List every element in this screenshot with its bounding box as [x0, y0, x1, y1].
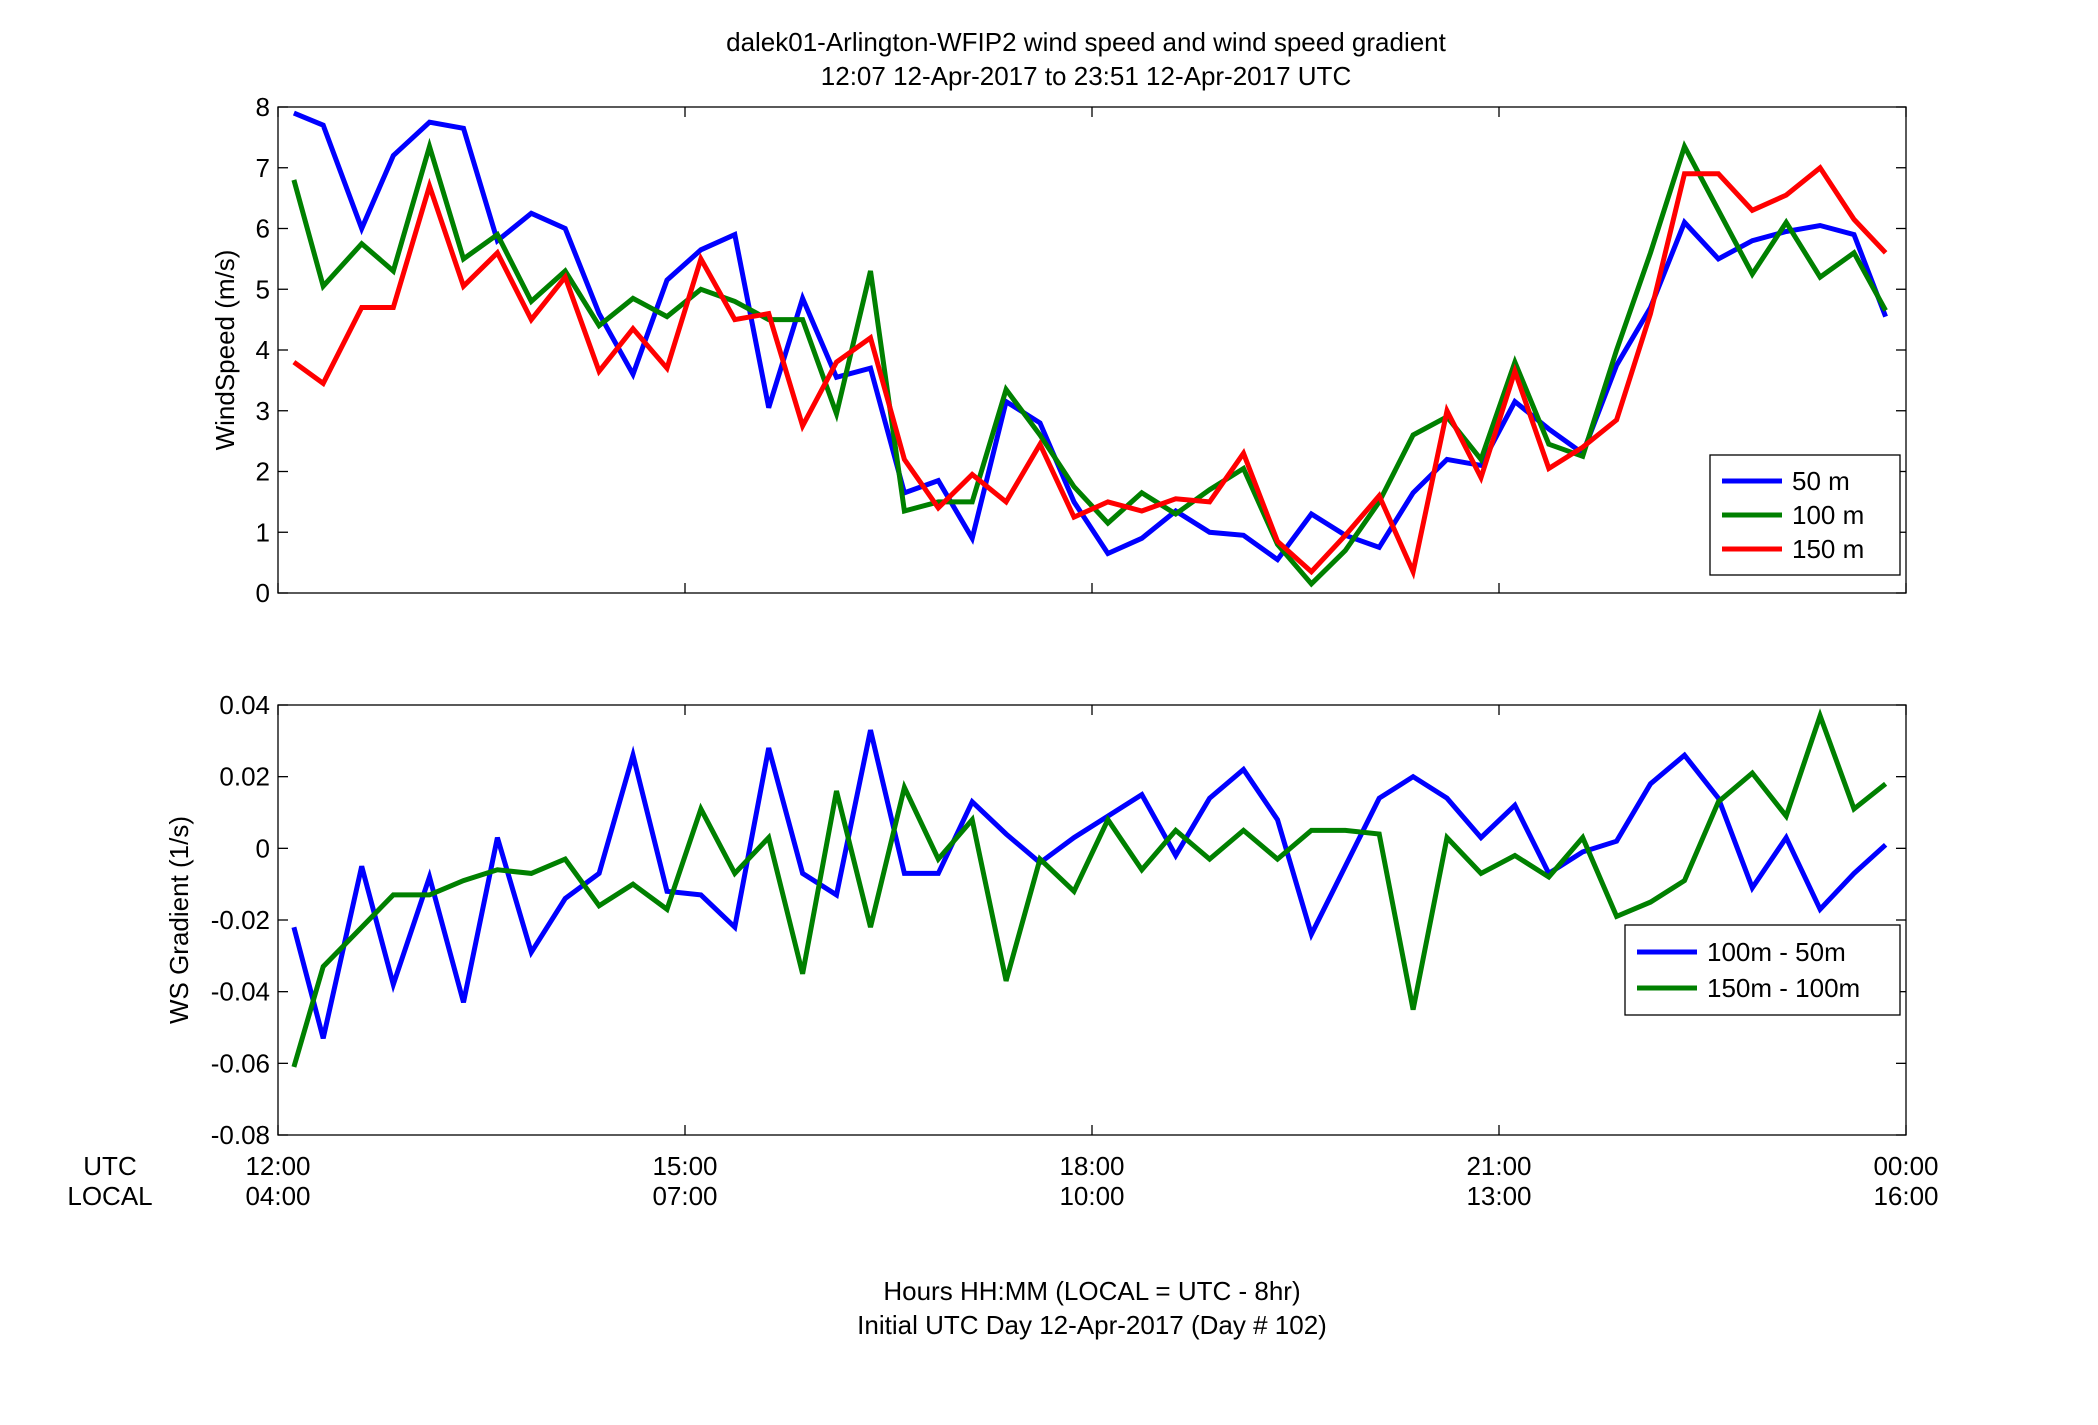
windspeed-ytick-label: 7 — [256, 153, 270, 183]
gradient-ytick-label: -0.02 — [211, 905, 270, 935]
local-tick-label: 07:00 — [652, 1181, 717, 1211]
windspeed-panel: 0 1 2 3 4 5 6 7 8 WindSpeed (m/s) 50 m 100 m 150 m — [210, 92, 1907, 608]
gradient-ytick-label: 0.02 — [219, 762, 270, 792]
gradient-series-line-1 — [291, 729, 1888, 1039]
windspeed-ytick-label: 8 — [256, 92, 270, 122]
local-tick-label: 04:00 — [245, 1181, 310, 1211]
windspeed-plot-area — [277, 106, 1907, 594]
chart-title-line2: 12:07 12-Apr-2017 to 23:51 12-Apr-2017 U… — [821, 61, 1351, 91]
windspeed-ytick-label: 2 — [256, 457, 270, 487]
gradient-legend-label: 150m - 100m — [1707, 973, 1860, 1003]
gradient-y-axis-label: WS Gradient (1/s) — [164, 816, 194, 1024]
windspeed-ytick-label: 1 — [256, 517, 270, 547]
gradient-series-line-2 — [291, 708, 1888, 1068]
gradient-series — [291, 708, 1888, 1068]
windspeed-ytick-label: 0 — [256, 578, 270, 608]
windspeed-series-line-3 — [292, 164, 1888, 580]
x-axis-label-line2: Initial UTC Day 12-Apr-2017 (Day # 102) — [857, 1310, 1327, 1340]
gradient-ytick-label: 0.04 — [219, 690, 270, 720]
utc-tick-label: 18:00 — [1059, 1151, 1124, 1181]
utc-tick-label: 12:00 — [245, 1151, 310, 1181]
chart-title-line1: dalek01-Arlington-WFIP2 wind speed and w… — [726, 27, 1447, 57]
windspeed-legend-label: 50 m — [1792, 466, 1850, 496]
gradient-ytick-label: -0.08 — [211, 1120, 270, 1150]
gradient-legend-box — [1624, 924, 1901, 1016]
utc-tick-label: 00:00 — [1873, 1151, 1938, 1181]
local-tick-label: 16:00 — [1873, 1181, 1938, 1211]
gradient-ytick-label: -0.04 — [211, 977, 270, 1007]
windspeed-series-line-1 — [292, 110, 1888, 564]
gradient-ytick-label: 0 — [256, 833, 270, 863]
gradient-ticks: -0.08 -0.06 -0.04 -0.02 0 0.02 0.04 — [211, 690, 1907, 1150]
windspeed-ytick-label: 4 — [256, 335, 270, 365]
x-axis-label-line1: Hours HH:MM (LOCAL = UTC - 8hr) — [883, 1276, 1300, 1306]
windspeed-ytick-label: 6 — [256, 214, 270, 244]
gradient-ytick-label: -0.06 — [211, 1048, 270, 1078]
local-tick-label: 13:00 — [1466, 1181, 1531, 1211]
utc-tick-label: 15:00 — [652, 1151, 717, 1181]
windspeed-series-line-2 — [291, 137, 1888, 588]
utc-tick-label: 21:00 — [1466, 1151, 1531, 1181]
windspeed-ticks: 0 1 2 3 4 5 6 7 8 — [256, 92, 1907, 608]
local-tick-label: 10:00 — [1059, 1181, 1124, 1211]
windspeed-ytick-label: 3 — [256, 396, 270, 426]
windspeed-ytick-label: 5 — [256, 274, 270, 304]
windspeed-y-axis-label: WindSpeed (m/s) — [210, 250, 240, 451]
windspeed-series — [291, 110, 1888, 588]
local-row-label: LOCAL — [67, 1181, 152, 1211]
utc-row-label: UTC — [83, 1151, 136, 1181]
gradient-legend-label: 100m - 50m — [1707, 937, 1846, 967]
gradient-legend: 100m - 50m 150m - 100m — [1624, 924, 1901, 1016]
gradient-panel: -0.08 -0.06 -0.04 -0.02 0 0.02 0.04 WS Gradien… — [164, 690, 1907, 1150]
windspeed-legend: 50 m 100 m 150 m — [1709, 454, 1901, 576]
windspeed-legend-label: 150 m — [1792, 534, 1864, 564]
windspeed-legend-label: 100 m — [1792, 500, 1864, 530]
